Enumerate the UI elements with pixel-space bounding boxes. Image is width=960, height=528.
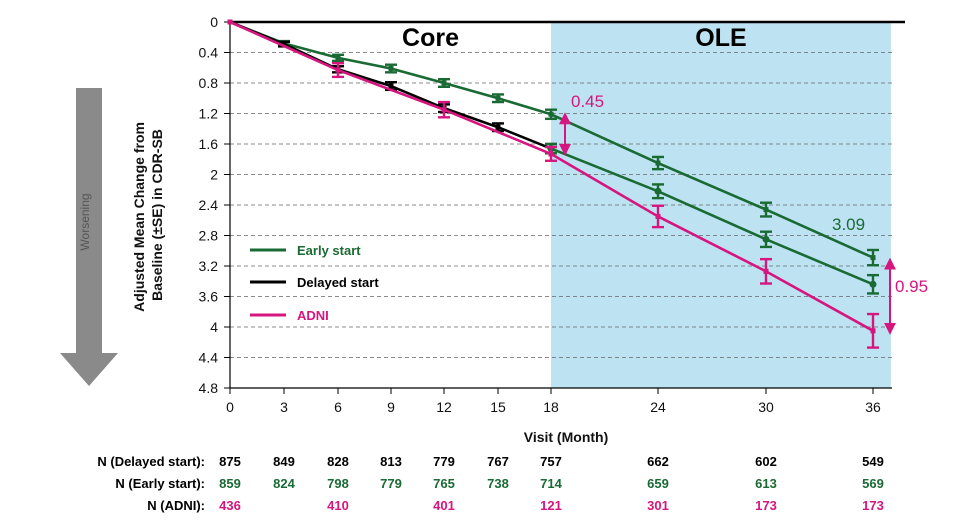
data-point: [654, 187, 662, 195]
axes: 00.40.81.21.622.42.83.23.644.44.80 3 6 9 12 1…: [199, 14, 905, 415]
n-table-cell: 436: [219, 498, 241, 513]
n-table-cell: 767: [487, 454, 509, 469]
n-table-cell: 849: [273, 454, 295, 469]
data-point: [227, 19, 233, 25]
series-line: [229, 20, 874, 259]
legend-label: Delayed start: [297, 275, 379, 290]
x-tick-label: 12: [436, 399, 452, 415]
difference-label: 0.95: [895, 277, 928, 296]
legend-label: Early start: [297, 243, 361, 258]
data-point: [335, 67, 341, 73]
y-axis-title: Adjusted Mean Change from Baseline (±SE)…: [131, 118, 165, 312]
data-point: [388, 66, 394, 72]
data-point: [441, 80, 447, 86]
n-table-cell: 714: [540, 476, 562, 491]
n-table-cell: 569: [862, 476, 884, 491]
x-tick-label: 15: [490, 399, 506, 415]
y-tick-label: 0.8: [199, 75, 219, 91]
n-table-row-label: N (Delayed start):: [97, 454, 205, 469]
x-tick-label: 18: [543, 399, 559, 415]
n-table-cell: 410: [327, 498, 349, 513]
n-table-cell: 824: [273, 476, 295, 491]
n-table-row-label: N (ADNI):: [147, 498, 205, 513]
x-tick-label: 0: [226, 399, 234, 415]
n-table-cell: 173: [862, 498, 884, 513]
worsening-arrow-shaft: [76, 88, 102, 353]
value-label: 3.09: [832, 215, 865, 234]
y-tick-label: 3.2: [199, 258, 219, 274]
n-table-cell: 662: [647, 454, 669, 469]
y-tick-label: 1.2: [199, 106, 219, 122]
n-table-cell: 828: [327, 454, 349, 469]
core-period-label: Core: [402, 24, 459, 52]
y-tick-label: 0: [210, 14, 218, 30]
data-point: [495, 124, 501, 130]
n-table-cell: 401: [433, 498, 455, 513]
n-table-cell: 173: [755, 498, 777, 513]
data-point: [335, 55, 341, 61]
series: [227, 19, 879, 349]
n-table-cell: 875: [219, 454, 241, 469]
data-point: [870, 255, 876, 261]
data-point: [655, 160, 661, 166]
x-tick-label: 6: [334, 399, 342, 415]
n-table-cell: 549: [862, 454, 884, 469]
data-point: [762, 235, 770, 243]
n-table-cell: 798: [327, 476, 349, 491]
annotations: 0.45 0.95 3.09: [559, 92, 928, 335]
y-axis-title-line-2: Baseline (±SE) in CDR-SB: [149, 129, 165, 301]
x-tick-label: 24: [650, 399, 666, 415]
y-tick-label: 2.8: [199, 228, 219, 244]
y-tick-label: 3.6: [199, 289, 219, 305]
series-line: [550, 147, 874, 286]
data-point: [388, 83, 394, 89]
data-point: [870, 328, 876, 334]
y-tick-label: 1.6: [199, 136, 219, 152]
data-point: [548, 151, 554, 157]
legend: Early start Delayed start ADNI: [250, 243, 379, 323]
n-table-cell: 779: [380, 476, 402, 491]
n-table-cell: 765: [433, 476, 455, 491]
n-table-cell: 859: [219, 476, 241, 491]
n-table-row-label: N (Early start):: [115, 476, 205, 491]
data-point: [869, 280, 877, 288]
y-tick-label: 4.8: [199, 380, 219, 396]
data-point: [495, 95, 501, 101]
data-point: [441, 107, 447, 113]
n-table-cell: 121: [540, 498, 562, 513]
data-point: [763, 207, 769, 213]
y-tick-label: 4: [210, 319, 218, 335]
difference-label: 0.45: [571, 92, 604, 111]
y-tick-label: 2.4: [199, 197, 219, 213]
y-axis-title-line-1: Adjusted Mean Change from: [131, 122, 147, 312]
x-tick-label: 3: [280, 399, 288, 415]
n-table-cell: 779: [433, 454, 455, 469]
ole-period-label: OLE: [695, 24, 746, 52]
x-tick-label: 30: [758, 399, 774, 415]
x-tick-label: 36: [865, 399, 881, 415]
n-table: N (Delayed start): 875 849 828 813 779 767 757 6…: [97, 454, 883, 513]
n-table-cell: 301: [647, 498, 669, 513]
y-tick-label: 2: [210, 167, 218, 183]
x-axis-title: Visit (Month): [524, 429, 609, 445]
worsening-label: Worsening: [78, 193, 92, 250]
n-table-cell: 813: [380, 454, 402, 469]
n-table-cell: 602: [755, 454, 777, 469]
y-tick-label: 0.4: [199, 45, 219, 61]
n-table-cell: 613: [755, 476, 777, 491]
data-point: [548, 111, 554, 117]
legend-label: ADNI: [297, 308, 329, 323]
n-table-cell: 738: [487, 476, 509, 491]
n-table-cell: 757: [540, 454, 562, 469]
data-point: [763, 268, 769, 274]
x-tick-label: 9: [387, 399, 395, 415]
worsening-indicator: Worsening: [60, 88, 118, 386]
data-point: [281, 41, 287, 47]
y-tick-label: 4.4: [199, 350, 219, 366]
n-table-cell: 659: [647, 476, 669, 491]
data-point: [655, 213, 661, 219]
worsening-arrow-head-icon: [60, 353, 118, 386]
